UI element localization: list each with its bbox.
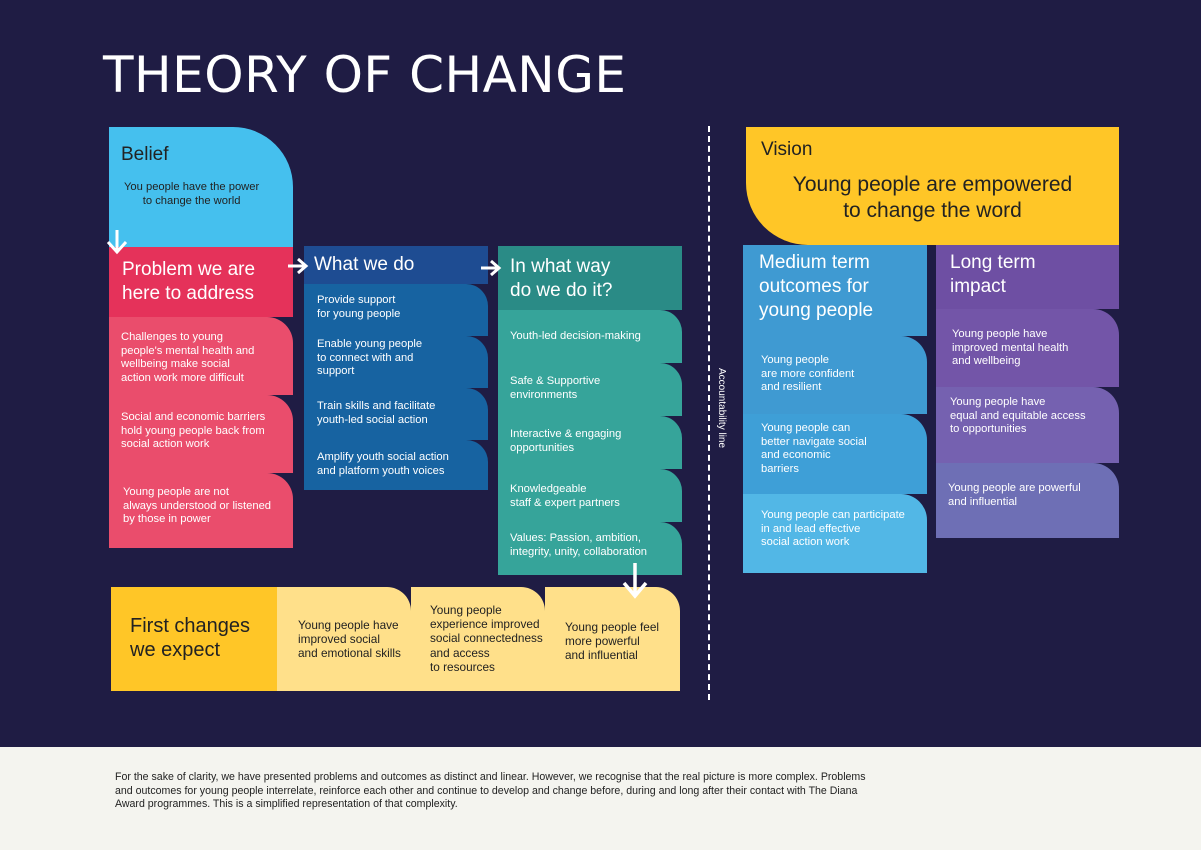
vision-header: Vision <box>761 139 813 160</box>
arrow-right-icon <box>481 259 502 277</box>
in-what-way-header-box: In what way do we do it? <box>498 246 682 310</box>
medium-term-item: Young people can participate in and lead… <box>743 494 927 573</box>
first-changes-item-text: Young people experience improved social … <box>430 603 543 674</box>
in-what-way-item: Knowledgeable staff & expert partners <box>498 469 682 522</box>
page-title: THEORY OF CHANGE <box>103 46 627 104</box>
arrow-down-icon <box>106 230 128 255</box>
first-changes-item: Young people have improved social and em… <box>277 587 411 691</box>
long-term-item: Young people have equal and equitable ac… <box>936 387 1119 463</box>
what-we-do-item: Amplify youth social action and platform… <box>304 440 488 490</box>
first-changes-item: Young people feel more powerful and infl… <box>545 587 680 691</box>
what-we-do-item-text: Provide support for young people <box>317 294 401 320</box>
in-what-way-item-text: Interactive & engaging opportunities <box>510 428 622 454</box>
problem-item: Young people are not always understood o… <box>109 473 293 548</box>
vision-text: Young people are empowered to change the… <box>792 173 1073 222</box>
accountability-line <box>708 126 710 700</box>
problem-item-text: Challenges to young people's mental heal… <box>121 331 255 384</box>
what-we-do-header-box: What we do <box>304 246 488 284</box>
first-changes-header-box: First changes we expect <box>111 587 277 691</box>
belief-box: Belief You people have the power to chan… <box>109 127 293 247</box>
medium-term-item-text: Young people can participate in and lead… <box>761 509 905 549</box>
long-term-item-text: Young people have improved mental health… <box>952 328 1069 368</box>
medium-term-item-text: Young people are more confident and resi… <box>761 354 855 394</box>
in-what-way-item: Youth-led decision-making <box>498 310 682 363</box>
arrow-down-icon <box>622 563 648 599</box>
belief-text: You people have the power to change the … <box>124 181 260 207</box>
what-we-do-item: Provide support for young people <box>304 284 488 336</box>
medium-term-header-box: Medium term outcomes for young people <box>743 245 927 336</box>
problem-header: Problem we are here to address <box>122 259 256 304</box>
footer-note: For the sake of clarity, we have present… <box>115 771 866 810</box>
what-we-do-header: What we do <box>314 254 415 275</box>
problem-header-box: Problem we are here to address <box>109 247 293 317</box>
first-changes-item-text: Young people have improved social and em… <box>298 618 401 661</box>
medium-term-item: Young people are more confident and resi… <box>743 336 927 414</box>
what-we-do-item: Train skills and facilitate youth-led so… <box>304 388 488 440</box>
problem-item: Challenges to young people's mental heal… <box>109 317 293 395</box>
in-what-way-item: Interactive & engaging opportunities <box>498 416 682 469</box>
what-we-do-item: Enable young people to connect with and … <box>304 336 488 388</box>
in-what-way-item-text: Values: Passion, ambition, integrity, un… <box>510 532 648 558</box>
medium-term-item: Young people can better navigate social … <box>743 414 927 494</box>
long-term-header-box: Long term impact <box>936 245 1119 309</box>
long-term-item-text: Young people are powerful and influentia… <box>948 482 1081 508</box>
vision-box: Vision Young people are empowered to cha… <box>746 127 1119 245</box>
arrow-right-icon <box>288 257 309 275</box>
problem-item-text: Social and economic barriers hold young … <box>121 411 266 451</box>
first-changes-header: First changes we expect <box>130 615 251 661</box>
long-term-item-text: Young people have equal and equitable ac… <box>950 396 1086 436</box>
diagram-canvas: THEORY OF CHANGE Belief You people have … <box>103 46 1119 700</box>
what-we-do-item-text: Amplify youth social action and platform… <box>317 451 449 477</box>
medium-term-item-text: Young people can better navigate social … <box>761 422 867 475</box>
in-what-way-item: Values: Passion, ambition, integrity, un… <box>498 522 682 575</box>
first-changes-item: Young people experience improved social … <box>411 587 545 691</box>
long-term-item: Young people have improved mental health… <box>936 309 1119 387</box>
long-term-header: Long term impact <box>950 252 1036 297</box>
in-what-way-item: Safe & Supportive environments <box>498 363 682 416</box>
what-we-do-item-text: Train skills and facilitate youth-led so… <box>317 400 436 426</box>
medium-term-header: Medium term outcomes for young people <box>759 252 874 321</box>
in-what-way-header: In what way do we do it? <box>510 256 613 301</box>
long-term-item: Young people are powerful and influentia… <box>936 463 1119 538</box>
in-what-way-item-text: Youth-led decision-making <box>510 330 641 342</box>
in-what-way-item-text: Safe & Supportive environments <box>510 375 601 401</box>
first-changes-item-text: Young people feel more powerful and infl… <box>565 620 660 663</box>
belief-header: Belief <box>121 144 169 165</box>
problem-item-text: Young people are not always understood o… <box>123 486 272 526</box>
in-what-way-item-text: Knowledgeable staff & expert partners <box>510 483 620 509</box>
footer: For the sake of clarity, we have present… <box>0 747 1201 850</box>
accountability-label: Accountability line <box>716 368 727 449</box>
problem-item: Social and economic barriers hold young … <box>109 395 293 473</box>
what-we-do-item-text: Enable young people to connect with and … <box>317 338 423 378</box>
